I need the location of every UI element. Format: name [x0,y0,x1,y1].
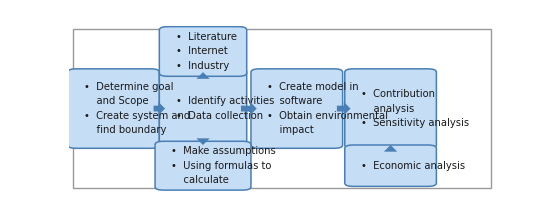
Text: •  Make assumptions
•  Using formulas to
    calculate: • Make assumptions • Using formulas to c… [171,146,276,185]
Text: •  Determine goal
    and Scope
•  Create system and
    find boundary: • Determine goal and Scope • Create syst… [84,82,190,135]
Text: •  Economic analysis: • Economic analysis [361,161,465,171]
FancyBboxPatch shape [345,145,436,186]
Text: •  Create model in
    software
•  Obtain environmental
    impact: • Create model in software • Obtain envi… [267,82,388,135]
FancyBboxPatch shape [251,69,343,148]
Text: •  Literature
•  Internet
•  Industry: • Literature • Internet • Industry [175,32,236,71]
Text: •  Contribution
    analysis
•  Sensitivity analysis: • Contribution analysis • Sensitivity an… [361,89,469,128]
FancyBboxPatch shape [68,69,160,148]
FancyBboxPatch shape [73,29,491,188]
FancyBboxPatch shape [155,141,251,190]
FancyBboxPatch shape [160,69,247,148]
Text: •  Identify activities
•  Data collection: • Identify activities • Data collection [175,96,274,121]
FancyBboxPatch shape [345,69,436,148]
FancyBboxPatch shape [160,27,247,76]
